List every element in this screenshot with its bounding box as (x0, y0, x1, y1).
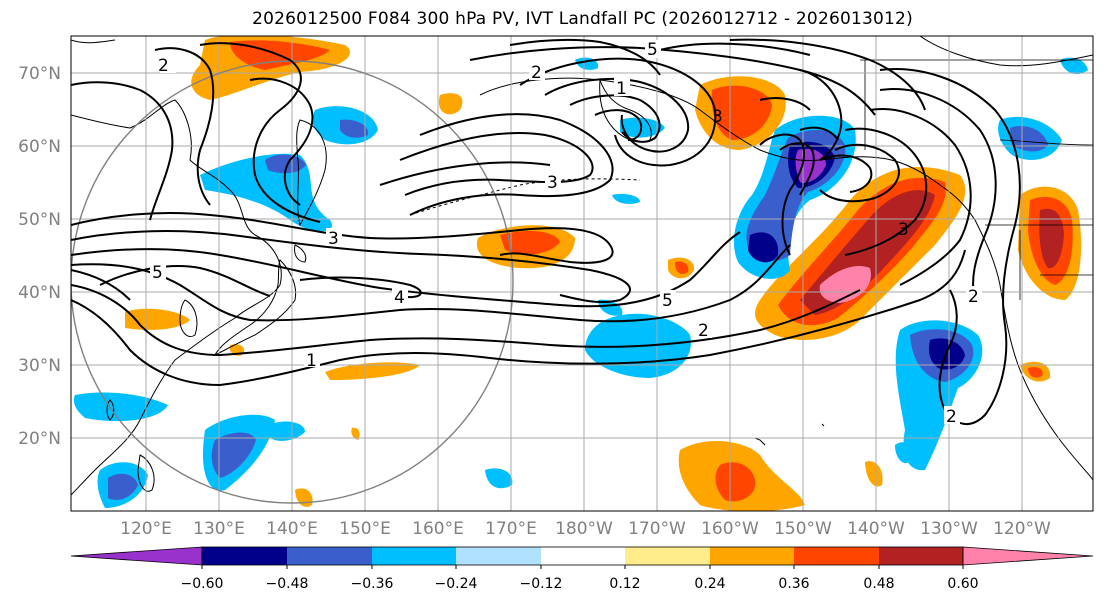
colorbar-segment (710, 547, 794, 565)
contour-label: 2 (698, 321, 709, 341)
colorbar-tick-label: 0.48 (863, 576, 894, 592)
lon-label: 130°E (193, 519, 245, 539)
lon-label: 180°W (555, 519, 613, 539)
contour-label: 4 (394, 288, 405, 308)
contour-label: 1 (306, 351, 317, 371)
lat-label-70n: 70°N (18, 64, 61, 84)
map-panel: 5 3 3 2 1 4 5 2 2 2 3 1 5 2 3 (71, 36, 1093, 511)
colorbar-tick-label: 0.24 (694, 576, 725, 592)
map-frame (70, 35, 1094, 512)
contour-label: 3 (547, 173, 558, 193)
contour-label: 5 (647, 40, 658, 60)
map-title: 2026012500 F084 300 hPa PV, IVT Landfall… (252, 9, 913, 29)
colorbar-tick-label: −0.24 (435, 576, 478, 592)
colorbar-ticks (201, 565, 964, 569)
lon-label: 150°E (339, 519, 391, 539)
colorbar: −0.60 −0.48 −0.36 −0.24 −0.12 0.12 0.24 … (70, 546, 1094, 592)
contour-label: 3 (712, 107, 723, 127)
lon-label: 170°W (628, 519, 686, 539)
lat-label-60n: 60°N (18, 137, 61, 157)
lon-label: 150°W (774, 519, 832, 539)
colorbar-segment (794, 547, 879, 565)
lon-label: 120°E (120, 519, 172, 539)
lon-label: 160°E (412, 519, 464, 539)
contour-label: 1 (616, 79, 627, 99)
lat-label-30n: 30°N (18, 356, 61, 376)
colorbar-frame (201, 546, 964, 566)
pv-contours (71, 38, 1021, 425)
lon-label: 160°W (701, 519, 759, 539)
colorbar-tick-label: −0.60 (181, 576, 224, 592)
colorbar-segment (541, 547, 625, 565)
coastlines (71, 36, 1093, 496)
pv-shading (73, 36, 1088, 511)
lon-label: 170°E (485, 519, 537, 539)
lon-label: 140°W (847, 519, 905, 539)
contour-label: 2 (531, 63, 542, 83)
colorbar-segment (372, 547, 456, 565)
contour-label: 5 (662, 291, 673, 311)
colorbar-extend-min (70, 546, 203, 566)
contour-label: 2 (968, 287, 979, 307)
lat-label-20n: 20°N (18, 429, 61, 449)
contour-labels: 5 3 3 2 1 4 5 2 2 2 3 1 5 2 3 (150, 40, 982, 427)
colorbar-tick-label: 0.36 (778, 576, 809, 592)
contour-label: 3 (328, 229, 339, 249)
lat-label-40n: 40°N (18, 283, 61, 303)
colorbar-tick-label: 0.60 (947, 576, 978, 592)
colorbar-segment (202, 547, 287, 565)
contour-label: 5 (152, 263, 163, 283)
colorbar-segments (70, 546, 1094, 566)
contour-label: 2 (946, 407, 957, 427)
longitude-labels: 120°E 130°E 140°E 150°E 160°E 170°E 180°… (120, 519, 1051, 539)
contour-label: 3 (898, 220, 909, 240)
lon-label: 130°W (920, 519, 978, 539)
colorbar-tick-label: −0.36 (351, 576, 394, 592)
colorbar-segment (625, 547, 710, 565)
latitude-labels: 70°N 60°N 50°N 40°N 30°N 20°N (18, 64, 61, 449)
contour-label: 2 (158, 56, 169, 76)
lon-label: 120°W (993, 519, 1051, 539)
colorbar-tick-label: −0.12 (520, 576, 563, 592)
colorbar-segment (879, 547, 963, 565)
colorbar-segment (287, 547, 372, 565)
lat-label-50n: 50°N (18, 210, 61, 230)
colorbar-segment (456, 547, 541, 565)
colorbar-tick-label: −0.48 (266, 576, 309, 592)
lon-label: 140°E (266, 519, 318, 539)
colorbar-tick-label: 0.12 (609, 576, 640, 592)
colorbar-extend-max (962, 546, 1094, 566)
